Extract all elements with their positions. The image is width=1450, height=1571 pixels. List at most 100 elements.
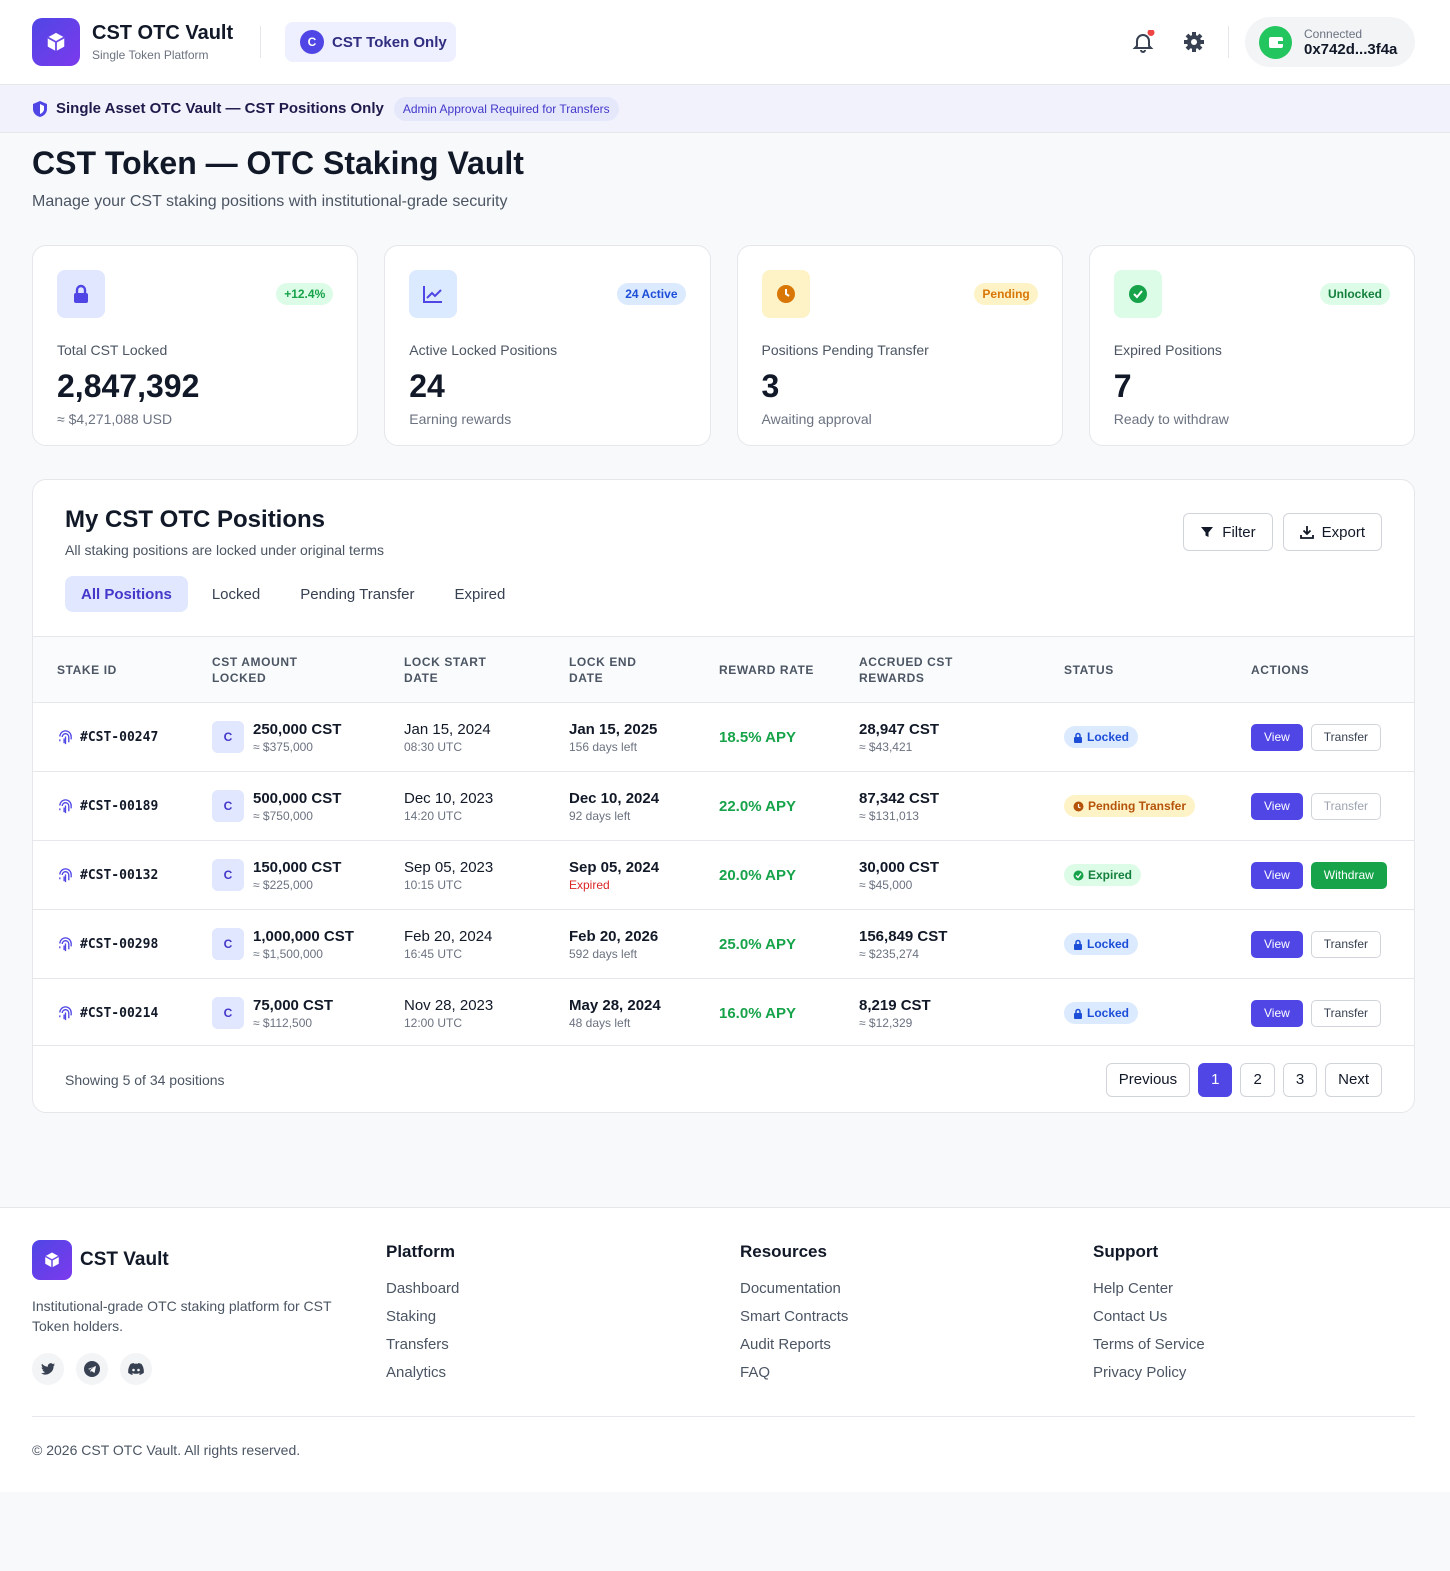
status-text: Locked bbox=[1087, 1006, 1130, 1020]
amount-cell: C 75,000 CST ≈ $112,500 bbox=[212, 997, 404, 1030]
logo-icon bbox=[44, 1252, 60, 1268]
amount: 75,000 CST bbox=[253, 996, 334, 1014]
rewards: 156,849 CST bbox=[859, 927, 948, 945]
action-button[interactable]: View bbox=[1251, 930, 1303, 958]
banner: Single Asset OTC Vault — CST Positions O… bbox=[0, 85, 1450, 133]
panel-title: My CST OTC Positions bbox=[65, 506, 326, 533]
wallet-status: Connected bbox=[1304, 26, 1363, 41]
tab[interactable]: Locked bbox=[211, 585, 261, 603]
page-button[interactable]: 2 bbox=[1240, 1062, 1275, 1097]
action-button[interactable]: Transfer bbox=[1310, 792, 1382, 820]
action-button[interactable]: Transfer bbox=[1310, 999, 1382, 1027]
footer-link[interactable]: Documentation bbox=[740, 1280, 841, 1297]
footer-link[interactable]: Dashboard bbox=[386, 1280, 460, 1297]
status-text: Pending Transfer bbox=[1088, 799, 1187, 813]
rewards: 28,947 CST bbox=[859, 720, 940, 738]
tab[interactable]: Pending Transfer bbox=[300, 585, 415, 603]
footer-link[interactable]: Analytics bbox=[386, 1364, 447, 1381]
end-date: Sep 05, 2024 bbox=[569, 858, 660, 876]
footer-link[interactable]: Smart Contracts bbox=[740, 1308, 849, 1325]
action-button[interactable]: Transfer bbox=[1310, 723, 1382, 751]
page-button[interactable]: Previous bbox=[1105, 1062, 1191, 1097]
rewards: 30,000 CST bbox=[859, 858, 940, 876]
action-button[interactable]: View bbox=[1251, 999, 1303, 1027]
end-note: 92 days left bbox=[569, 808, 631, 823]
rewards-cell: 30,000 CST ≈ $45,000 bbox=[859, 859, 1064, 892]
actions: View Withdraw bbox=[1251, 861, 1414, 889]
rewards: 8,219 CST bbox=[859, 996, 931, 1014]
telegram-link[interactable] bbox=[76, 1353, 108, 1385]
icon bbox=[1073, 870, 1084, 881]
stat-note: Ready to withdraw bbox=[1113, 411, 1229, 427]
wallet[interactable]: Connected 0x742d...3f4a bbox=[1245, 17, 1415, 67]
brand-subtitle: Single Token Platform bbox=[92, 48, 209, 62]
table-footer: Showing 5 of 34 positions Previous 1 2 3 Next bbox=[33, 1045, 1414, 1112]
wallet-glyph bbox=[1268, 37, 1283, 48]
icon bbox=[1073, 1008, 1083, 1019]
footer-link[interactable]: FAQ bbox=[740, 1364, 771, 1381]
action-button[interactable]: View bbox=[1251, 792, 1303, 820]
discord-link[interactable] bbox=[120, 1353, 152, 1385]
page-button[interactable]: 3 bbox=[1282, 1062, 1318, 1097]
action-button[interactable]: Withdraw bbox=[1310, 861, 1387, 889]
icon bbox=[57, 729, 74, 746]
copyright: © 2026 CST OTC Vault. All rights reserve… bbox=[32, 1442, 301, 1458]
wallet-icon bbox=[1259, 25, 1292, 59]
settings[interactable] bbox=[1182, 30, 1206, 54]
token-icon: C bbox=[212, 928, 244, 960]
panel-button[interactable]: Filter bbox=[1183, 513, 1273, 551]
top-bar: CST OTC Vault Single Token Platform C CST… bbox=[0, 0, 1450, 85]
token-icon: C bbox=[212, 997, 244, 1029]
wallet-address: 0x742d...3f4a bbox=[1304, 40, 1398, 58]
banner-tag: Admin Approval Required for Transfers bbox=[393, 96, 619, 121]
token-icon: C bbox=[212, 859, 244, 891]
twitter-link[interactable] bbox=[32, 1353, 64, 1385]
rewards-usd: ≈ $235,274 bbox=[859, 946, 919, 961]
icon bbox=[57, 936, 74, 953]
stat-icon bbox=[57, 270, 105, 318]
icon-glyph bbox=[1073, 870, 1084, 880]
footer-column: Support Help Center Contact Us Terms of Ser… bbox=[1093, 1242, 1205, 1392]
footer-logo bbox=[32, 1240, 72, 1280]
logo-icon bbox=[47, 32, 65, 52]
panel-button[interactable]: Export bbox=[1282, 513, 1382, 551]
stat-card: +12.4% Total CST Locked 2,847,392 ≈ $4,271,… bbox=[32, 245, 359, 446]
notifications[interactable] bbox=[1131, 30, 1155, 54]
divider bbox=[1228, 26, 1229, 58]
icon bbox=[1073, 732, 1083, 743]
end-date: Jan 15, 2025 bbox=[569, 720, 658, 738]
action-button[interactable]: View bbox=[1251, 723, 1303, 751]
footer-link[interactable]: Transfers bbox=[386, 1336, 449, 1353]
stat-value: 2,847,392 bbox=[57, 368, 200, 404]
rewards-usd: ≈ $131,013 bbox=[859, 808, 919, 823]
pagination: Previous 1 2 3 Next bbox=[1105, 1062, 1382, 1097]
start-cell: Jan 15, 2024 08:30 UTC bbox=[404, 721, 569, 754]
amount-cell: C 1,000,000 CST ≈ $1,500,000 bbox=[212, 928, 404, 961]
footer-link[interactable]: Help Center bbox=[1093, 1280, 1174, 1297]
stake-id: #CST-00298 bbox=[57, 936, 212, 953]
start-time: 10:15 UTC bbox=[404, 877, 463, 892]
shield-icon bbox=[33, 100, 47, 117]
start-cell: Sep 05, 2023 10:15 UTC bbox=[404, 859, 569, 892]
amount: 500,000 CST bbox=[253, 789, 342, 807]
stat-icon bbox=[409, 270, 458, 318]
icon bbox=[1200, 525, 1214, 539]
logo[interactable] bbox=[32, 18, 80, 66]
footer-link[interactable]: Terms of Service bbox=[1093, 1336, 1205, 1353]
amount-usd: ≈ $225,000 bbox=[253, 877, 313, 892]
footer-link[interactable]: Staking bbox=[386, 1308, 437, 1325]
stake-id-text: #CST-00298 bbox=[80, 936, 159, 952]
tab[interactable]: Expired bbox=[454, 585, 506, 603]
footer-link[interactable]: Privacy Policy bbox=[1093, 1364, 1187, 1381]
status-text: Expired bbox=[1088, 868, 1133, 882]
page-button[interactable]: 1 bbox=[1198, 1062, 1233, 1097]
footer-link[interactable]: Audit Reports bbox=[740, 1336, 831, 1353]
action-button[interactable]: View bbox=[1251, 861, 1303, 889]
footer-link[interactable]: Contact Us bbox=[1093, 1308, 1168, 1325]
action-button[interactable]: Transfer bbox=[1310, 930, 1382, 958]
page-button[interactable]: Next bbox=[1325, 1062, 1382, 1097]
icon bbox=[57, 798, 74, 815]
status-text: Locked bbox=[1087, 937, 1130, 951]
tab[interactable]: All Positions bbox=[65, 576, 188, 612]
showing-count: Showing 5 of 34 positions bbox=[65, 1071, 225, 1088]
